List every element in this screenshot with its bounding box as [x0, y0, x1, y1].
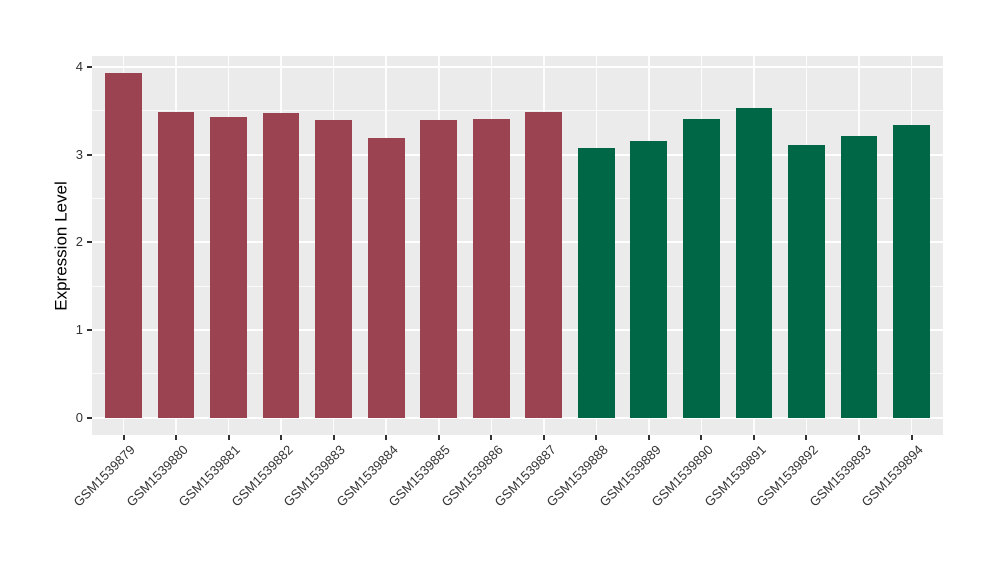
bar-GSM1539893	[840, 135, 878, 418]
x-tick-mark	[858, 435, 860, 440]
gridline-h-minor	[92, 285, 943, 287]
bar-GSM1539888	[577, 147, 615, 418]
bar-GSM1539885	[420, 119, 458, 418]
x-tick-mark	[595, 435, 598, 440]
y-tick-mark	[87, 153, 92, 156]
y-tick-mark	[87, 329, 92, 332]
x-tick-mark	[647, 435, 650, 440]
x-tick-mark	[227, 435, 230, 440]
y-tick-mark	[87, 241, 92, 244]
gridline-h-minor	[92, 198, 943, 200]
bar-GSM1539889	[630, 140, 668, 418]
bar-GSM1539891	[735, 108, 773, 418]
x-tick-mark	[280, 435, 283, 440]
bar-GSM1539894	[893, 125, 930, 418]
bar-GSM1539882	[262, 112, 300, 418]
bar-GSM1539880	[157, 111, 195, 418]
x-tick-mark	[700, 435, 703, 440]
y-tick-label: 3	[75, 146, 83, 162]
x-tick-mark	[175, 435, 177, 440]
y-tick-label: 0	[75, 409, 83, 425]
bar-GSM1539883	[315, 119, 353, 418]
y-tick-mark	[87, 416, 92, 419]
y-tick-mark	[87, 66, 92, 69]
bar-GSM1539884	[367, 138, 405, 418]
x-tick-mark	[910, 435, 913, 440]
bar-GSM1539892	[788, 145, 825, 418]
bar-GSM1539879	[105, 73, 142, 418]
gridline-h-minor	[92, 110, 943, 112]
gridline-h-major	[92, 416, 943, 419]
x-tick-mark	[332, 435, 335, 440]
gridline-h-major	[92, 153, 943, 156]
plot-panel	[92, 56, 943, 435]
x-tick-mark	[437, 435, 440, 440]
gridline-h-major	[92, 66, 943, 69]
x-tick-mark	[752, 435, 755, 440]
x-tick-mark	[385, 435, 388, 440]
x-tick-mark	[122, 435, 125, 440]
x-tick-mark	[805, 435, 808, 440]
bar-GSM1539886	[472, 118, 510, 418]
x-tick-mark	[490, 435, 493, 440]
bar-GSM1539887	[525, 111, 563, 418]
bar-GSM1539881	[210, 117, 247, 418]
gridline-h-major	[92, 329, 943, 332]
y-tick-label: 1	[75, 322, 83, 338]
x-tick-mark	[542, 435, 545, 440]
gridline-h-minor	[92, 373, 943, 375]
gridline-h-major	[92, 241, 943, 244]
y-tick-label: 4	[75, 59, 83, 75]
y-tick-label: 2	[75, 234, 83, 250]
bar-GSM1539890	[683, 118, 720, 418]
